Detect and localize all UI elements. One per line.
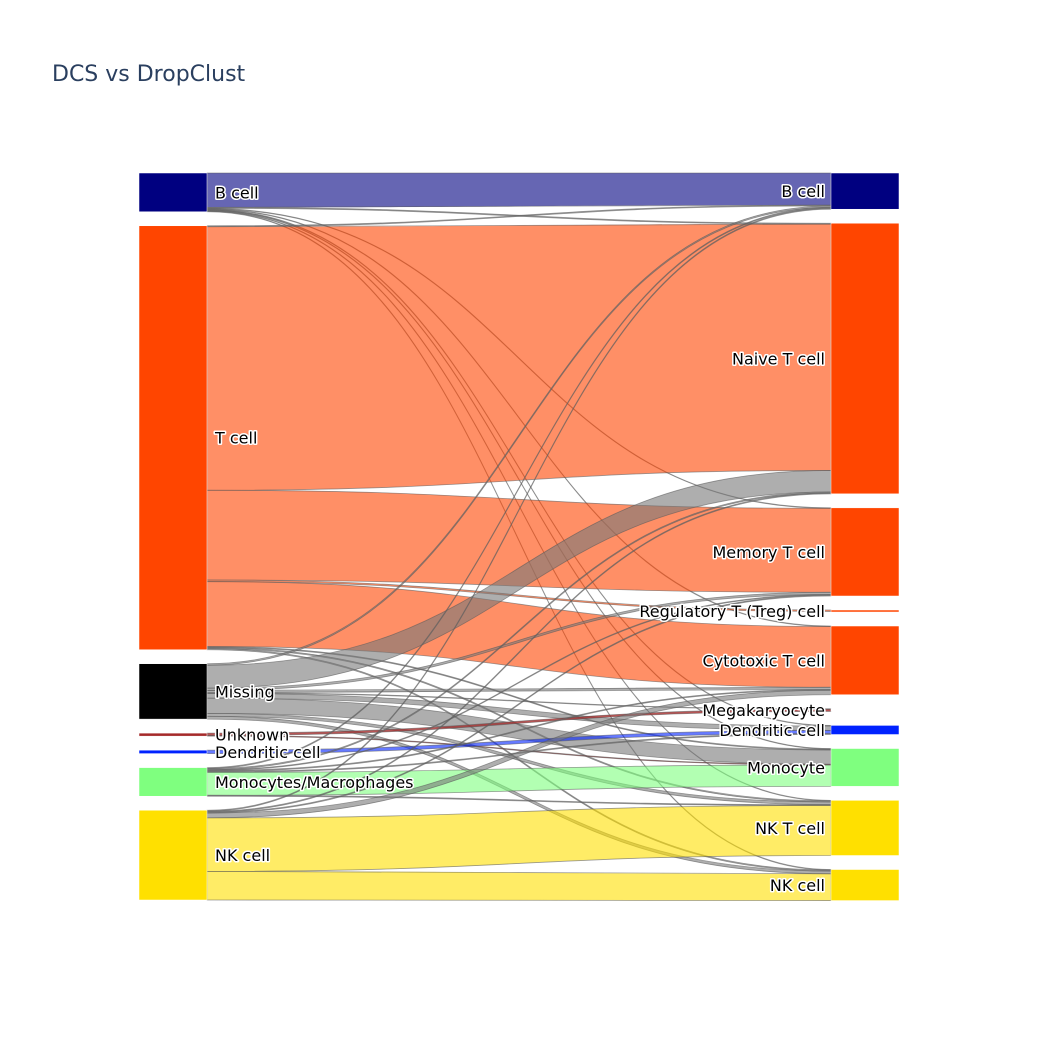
target-label-monocyte: Monocyte — [747, 758, 825, 777]
source-label-nk-cell: NK cell — [215, 846, 270, 865]
target-node-b-cell[interactable] — [830, 172, 900, 210]
link-nk-cell-to-nk-t-cell[interactable] — [206, 805, 832, 872]
target-label-megakaryocyte: Megakaryocyte — [702, 701, 825, 720]
target-node-regulatory-t-treg-cell[interactable] — [830, 609, 900, 613]
source-label-dendritic-cell: Dendritic cell — [215, 743, 321, 762]
source-label-t-cell: T cell — [214, 429, 257, 448]
source-node-monocytes-macrophages[interactable] — [138, 767, 208, 797]
target-label-regulatory-t-treg-cell: Regulatory T (Treg) cell — [639, 602, 825, 621]
source-node-unknown[interactable] — [138, 732, 208, 737]
link-b-cell-to-b-cell[interactable] — [206, 172, 832, 208]
target-node-monocyte[interactable] — [830, 748, 900, 787]
target-label-nk-t-cell: NK T cell — [755, 819, 825, 838]
target-node-megakaryocyte[interactable] — [830, 708, 900, 712]
target-node-nk-t-cell[interactable] — [830, 800, 900, 856]
source-node-t-cell[interactable] — [138, 225, 208, 650]
sankey-nodes — [138, 172, 900, 901]
target-node-naive-t-cell[interactable] — [830, 222, 900, 495]
target-node-memory-t-cell[interactable] — [830, 507, 900, 597]
source-label-missing: Missing — [215, 682, 275, 701]
source-node-nk-cell[interactable] — [138, 809, 208, 901]
source-label-unknown: Unknown — [215, 726, 289, 745]
target-node-nk-cell[interactable] — [830, 869, 900, 901]
target-label-memory-t-cell: Memory T cell — [712, 543, 825, 562]
target-label-dendritic-cell: Dendritic cell — [719, 721, 825, 740]
sankey-links — [206, 172, 832, 901]
link-nk-cell-to-nk-cell[interactable] — [206, 870, 832, 901]
source-node-dendritic-cell[interactable] — [138, 749, 208, 754]
source-node-missing[interactable] — [138, 663, 208, 720]
source-node-b-cell[interactable] — [138, 172, 208, 213]
target-label-nk-cell: NK cell — [770, 876, 825, 895]
target-label-cytotoxic-t-cell: Cytotoxic T cell — [703, 651, 825, 670]
target-node-dendritic-cell[interactable] — [830, 725, 900, 735]
target-label-naive-t-cell: Naive T cell — [732, 350, 825, 369]
target-label-b-cell: B cell — [781, 182, 825, 201]
source-label-b-cell: B cell — [215, 183, 259, 202]
chart-title: DCS vs DropClust — [52, 62, 246, 87]
target-node-cytotoxic-t-cell[interactable] — [830, 625, 900, 695]
source-label-monocytes-macrophages: Monocytes/Macrophages — [215, 773, 414, 792]
